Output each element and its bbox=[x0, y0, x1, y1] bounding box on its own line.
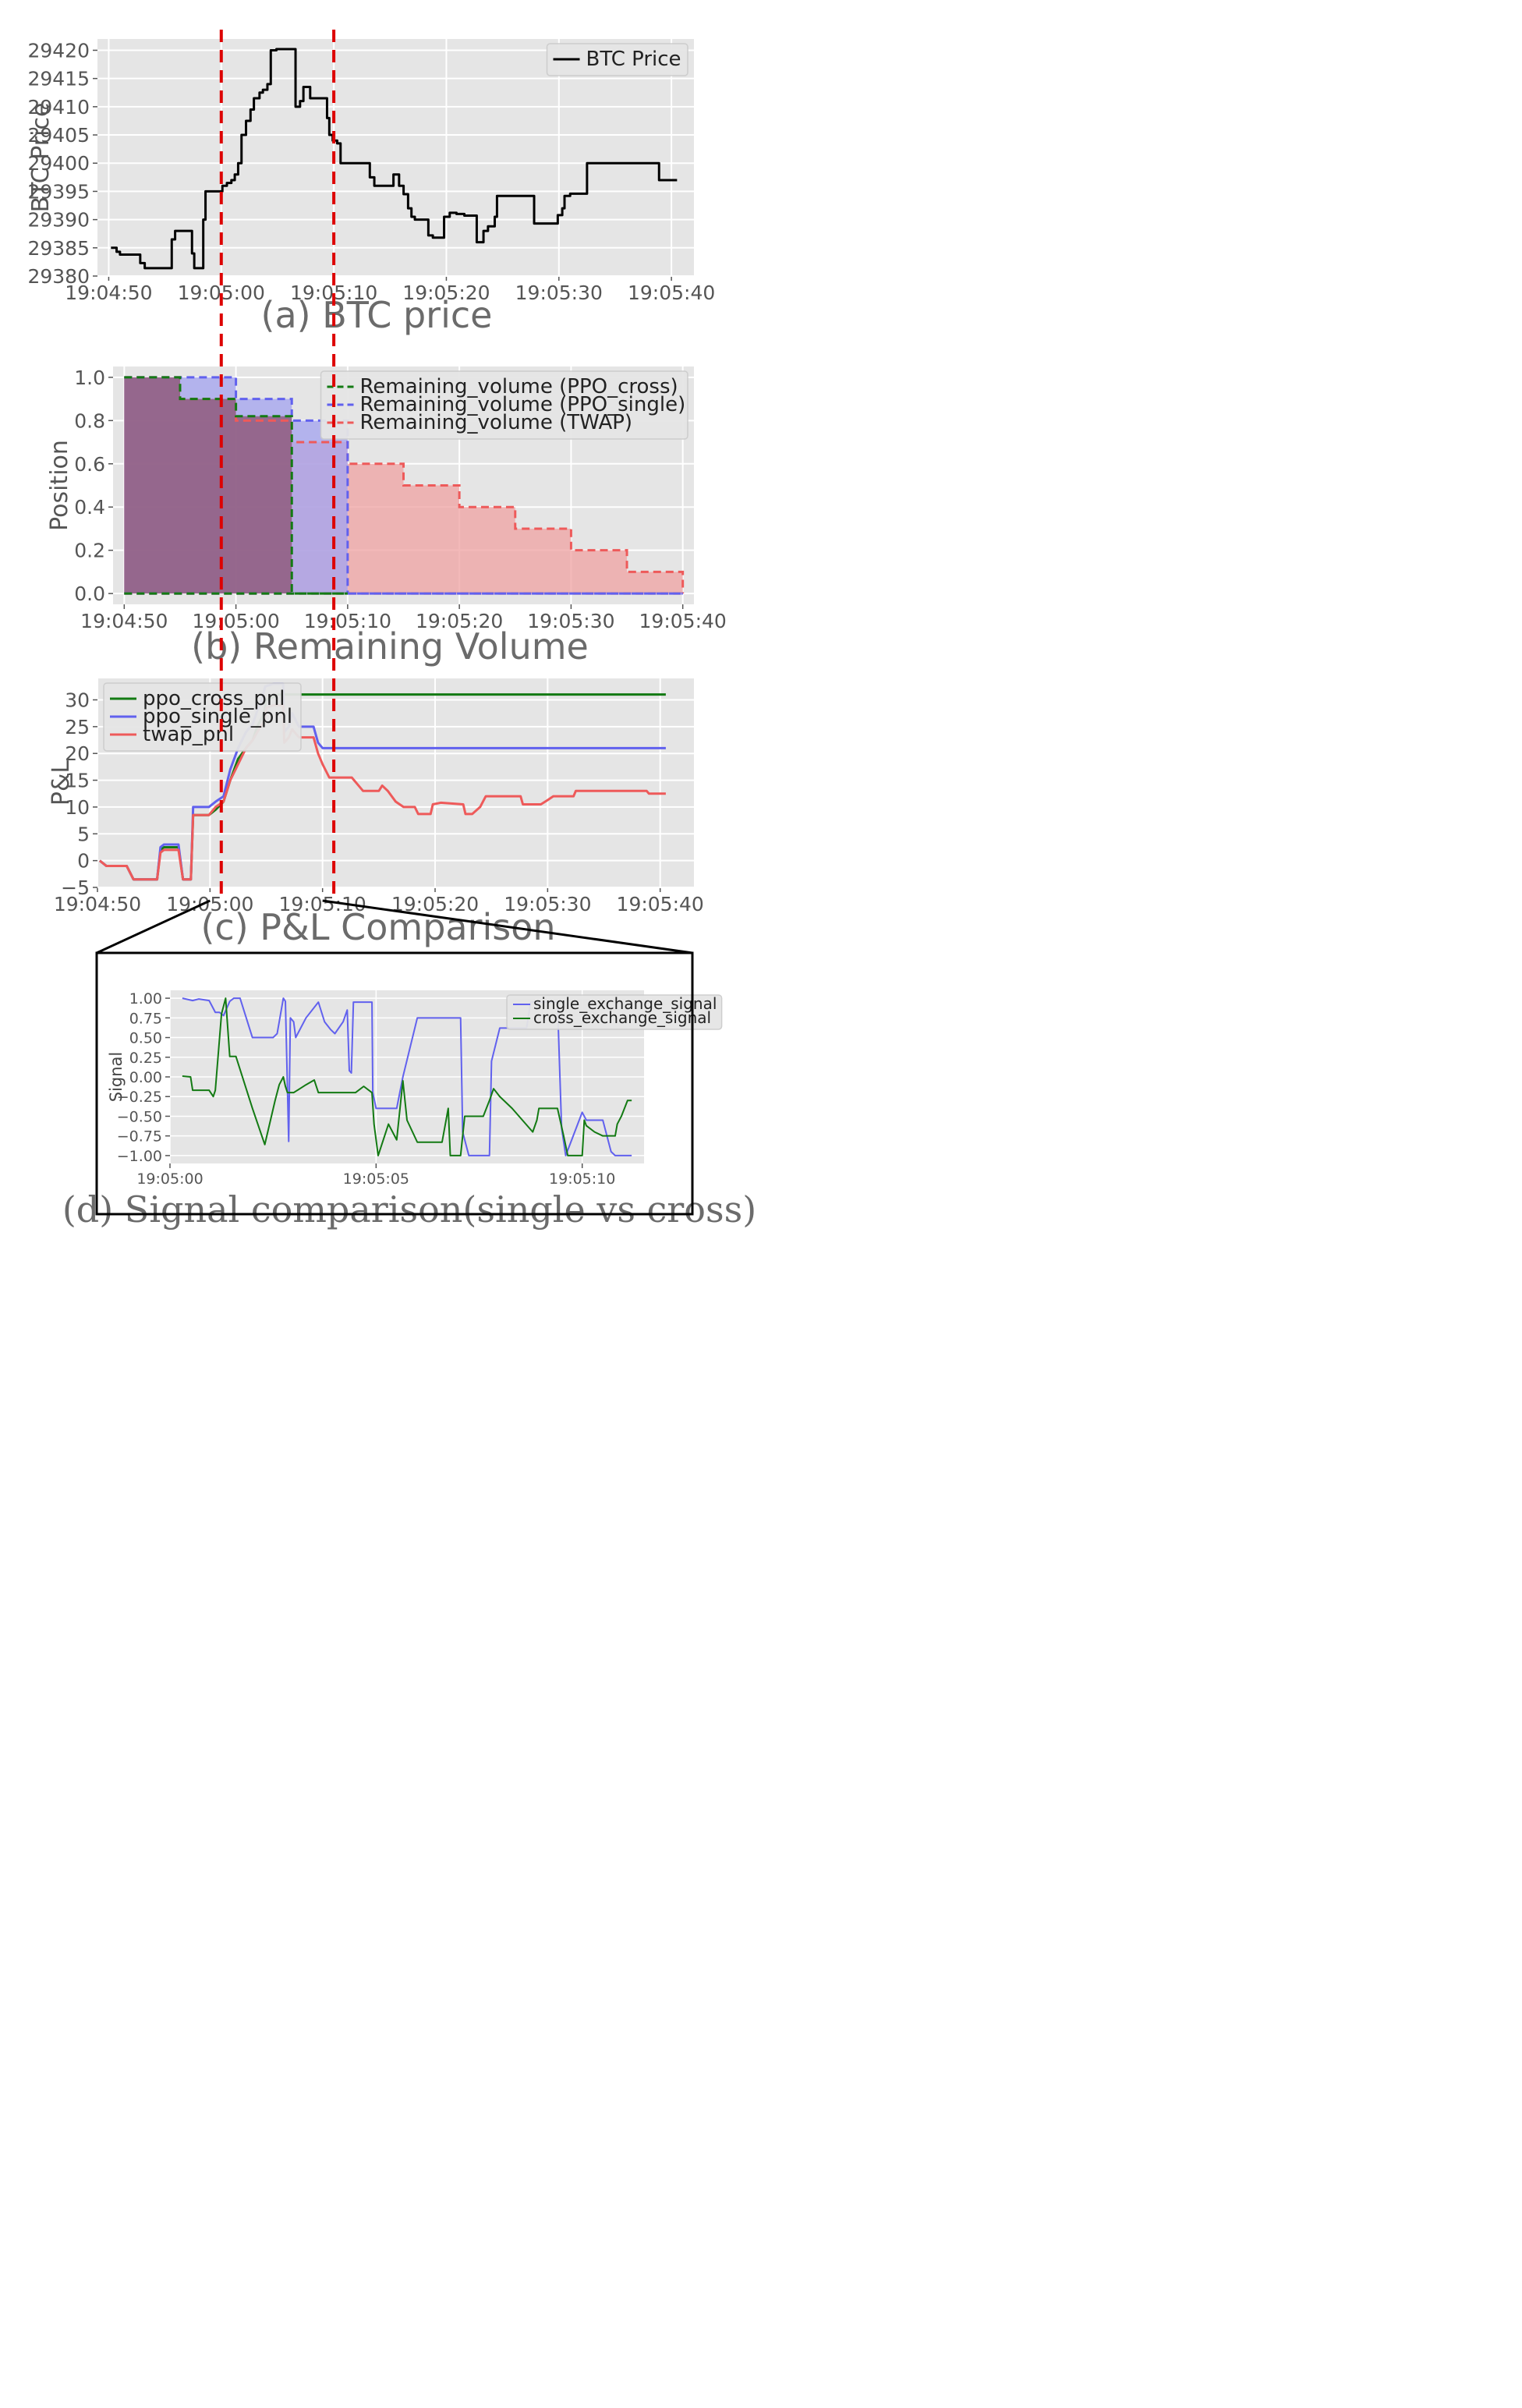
x-tick-label: 19:05:30 bbox=[504, 893, 591, 915]
x-tick-label: 19:05:20 bbox=[416, 610, 503, 632]
x-tick-label: 19:05:05 bbox=[343, 1170, 409, 1188]
y-tick-label: −5 bbox=[61, 876, 90, 899]
y-axis-label: Position bbox=[46, 440, 73, 531]
y-tick-label: 10 bbox=[65, 796, 90, 819]
legend-label: BTC Price bbox=[586, 48, 681, 71]
y-tick-label: 29415 bbox=[27, 68, 90, 90]
legend-box bbox=[506, 994, 723, 1030]
legend-label: single_exchange_signal bbox=[533, 994, 717, 1013]
legend: single_exchange_signalcross_exchange_sig… bbox=[506, 994, 723, 1030]
y-tick-label: 29400 bbox=[27, 152, 90, 175]
legend-label: cross_exchange_signal bbox=[533, 1008, 711, 1027]
x-tick-label: 19:04:50 bbox=[80, 610, 168, 632]
y-axis-label: BTC Price bbox=[27, 103, 55, 213]
zoom-connector-right bbox=[322, 899, 693, 954]
x-tick-label: 19:05:00 bbox=[166, 893, 253, 915]
x-tick-label: 19:04:50 bbox=[54, 893, 141, 915]
legend: BTC Price bbox=[546, 43, 688, 76]
x-tick-label: 19:05:10 bbox=[549, 1170, 615, 1188]
series-line-ppo_cross bbox=[124, 376, 348, 595]
y-tick-label: 30 bbox=[65, 689, 90, 711]
y-tick-label: 29405 bbox=[27, 124, 90, 147]
legend-box bbox=[103, 682, 302, 752]
y-tick-label: −0.50 bbox=[117, 1108, 162, 1125]
legend-label: twap_pnl bbox=[143, 723, 234, 746]
chart-caption: (a) BTC price bbox=[261, 294, 493, 336]
y-tick-label: 15 bbox=[65, 770, 90, 792]
series-line-ppo_cross bbox=[182, 997, 632, 1156]
x-tick-label: 19:05:30 bbox=[527, 610, 614, 632]
legend-label: ppo_single_pnl bbox=[143, 705, 292, 728]
zoom-connector-left bbox=[96, 899, 211, 954]
area-remaining-volume-ppo-cross- bbox=[124, 377, 348, 594]
y-tick-label: 29420 bbox=[27, 39, 90, 62]
chart-caption: (d) Signal comparison(single vs cross) bbox=[62, 1188, 756, 1231]
y-tick-label: 0.0 bbox=[74, 583, 105, 605]
x-tick-label: 19:05:00 bbox=[136, 1170, 203, 1188]
x-tick-label: 19:05:40 bbox=[617, 893, 704, 915]
y-tick-label: 5 bbox=[77, 823, 90, 845]
x-tick-label: 19:05:40 bbox=[628, 282, 715, 304]
plot-area bbox=[124, 376, 685, 595]
legend-box bbox=[546, 43, 688, 76]
y-tick-label: 0.8 bbox=[74, 409, 105, 432]
x-tick-label: 19:05:10 bbox=[304, 610, 391, 632]
chart-panel-c: 19:04:50 19:05:00 19:05:10 19:05:20 19:05:30… bbox=[48, 678, 704, 948]
legend-label: Remaining_volume (PPO_cross) bbox=[360, 375, 678, 398]
chart-panel-d: 19:05:00 19:05:05 19:05:10 −1.00 −0.75 −0.50 −… bbox=[62, 990, 756, 1231]
series-line-twap bbox=[98, 703, 666, 881]
chart-caption: (b) Remaining Volume bbox=[191, 625, 589, 668]
y-tick-label: 29390 bbox=[27, 209, 90, 232]
y-tick-label: 1.00 bbox=[129, 990, 162, 1007]
y-tick-label: −0.25 bbox=[117, 1089, 162, 1106]
y-tick-label: 0.2 bbox=[74, 540, 105, 562]
chart-caption: (c) P&L Comparison bbox=[200, 906, 555, 948]
legend-label: Remaining_volume (TWAP) bbox=[360, 411, 633, 434]
legend-box bbox=[320, 370, 688, 440]
y-tick-label: 0.25 bbox=[129, 1050, 162, 1067]
x-tick-label: 19:04:50 bbox=[65, 282, 152, 304]
legend-label: Remaining_volume (PPO_single) bbox=[360, 393, 686, 416]
y-tick-label: 29410 bbox=[27, 96, 90, 119]
y-tick-label: 1.0 bbox=[74, 367, 105, 389]
x-tick-label: 19:05:30 bbox=[515, 282, 603, 304]
y-axis-label: Signal bbox=[107, 1052, 126, 1103]
y-tick-label: 25 bbox=[65, 716, 90, 738]
y-axis-label: P&L bbox=[48, 760, 75, 806]
y-tick-label: 29380 bbox=[27, 265, 90, 288]
y-tick-label: 0.4 bbox=[74, 496, 105, 519]
chart-panel-b: 19:04:50 19:05:00 19:05:10 19:05:20 19:05:30… bbox=[46, 367, 727, 668]
y-tick-label: 29395 bbox=[27, 180, 90, 203]
y-tick-label: 20 bbox=[65, 742, 90, 765]
legend: Remaining_volume (PPO_cross)Remaining_vo… bbox=[320, 370, 688, 440]
chart-panel-a: 19:04:50 19:05:00 19:05:10 19:05:20 19:05:30… bbox=[27, 39, 715, 336]
y-tick-label: 0.00 bbox=[129, 1069, 162, 1086]
legend-label: ppo_cross_pnl bbox=[143, 687, 285, 710]
y-tick-label: 0.6 bbox=[74, 453, 105, 476]
x-tick-label: 19:05:40 bbox=[639, 610, 727, 632]
zoom-inset-frame bbox=[95, 951, 694, 1216]
y-tick-label: 0.75 bbox=[129, 1010, 162, 1027]
y-tick-label: 0.50 bbox=[129, 1030, 162, 1047]
y-tick-label: −0.75 bbox=[117, 1128, 162, 1146]
x-tick-label: 19:05:20 bbox=[402, 282, 490, 304]
y-tick-label: −1.00 bbox=[117, 1148, 162, 1165]
x-tick-label: 19:05:00 bbox=[192, 610, 279, 632]
y-tick-label: 0 bbox=[77, 850, 90, 873]
y-tick-label: 29385 bbox=[27, 237, 90, 260]
